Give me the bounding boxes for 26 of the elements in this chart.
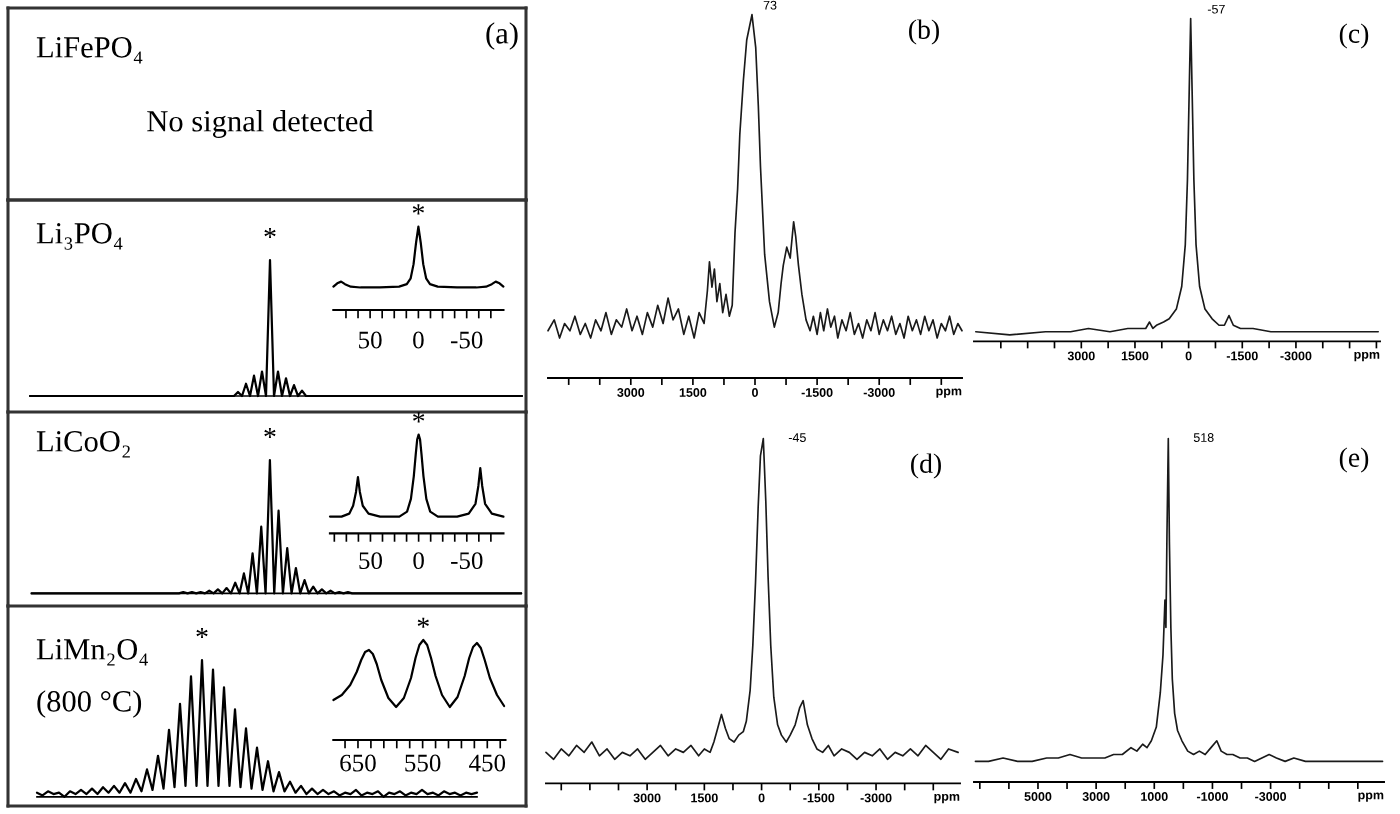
x-tick-label: -50 — [451, 552, 483, 570]
chart-title: (c) — [1339, 23, 1369, 49]
text: * — [264, 227, 276, 239]
chart-title: Li₃PO₄ — [36, 223, 123, 250]
text: No signal detected — [147, 110, 374, 138]
x-tick-label: 50 — [359, 331, 382, 349]
chart-title: (d) — [911, 453, 941, 479]
text: * — [196, 627, 208, 639]
annotation: * — [413, 412, 425, 423]
chart-title: LiCoO₂ — [36, 431, 130, 458]
x-tick-label: 0 — [413, 552, 424, 570]
text: (a) — [486, 22, 518, 50]
x-tick-label: 650 — [340, 754, 376, 772]
x-tick-label: 50 — [359, 552, 383, 570]
x-tick-label: 550 — [405, 754, 441, 772]
text: (800 °C) — [37, 690, 142, 718]
chart-title: (b) — [909, 19, 939, 45]
x-tick-label: 0 — [413, 331, 424, 349]
annotation: * — [417, 617, 429, 628]
x-tick-label: -50 — [450, 331, 483, 349]
text: LiFePO₄ — [36, 37, 143, 64]
chart-title: LiMn₂O₄ — [36, 639, 148, 666]
text: * — [264, 427, 276, 439]
chart-title: (e) — [1339, 447, 1369, 473]
annotation: * — [412, 204, 425, 215]
x-tick-label: 450 — [469, 754, 506, 772]
